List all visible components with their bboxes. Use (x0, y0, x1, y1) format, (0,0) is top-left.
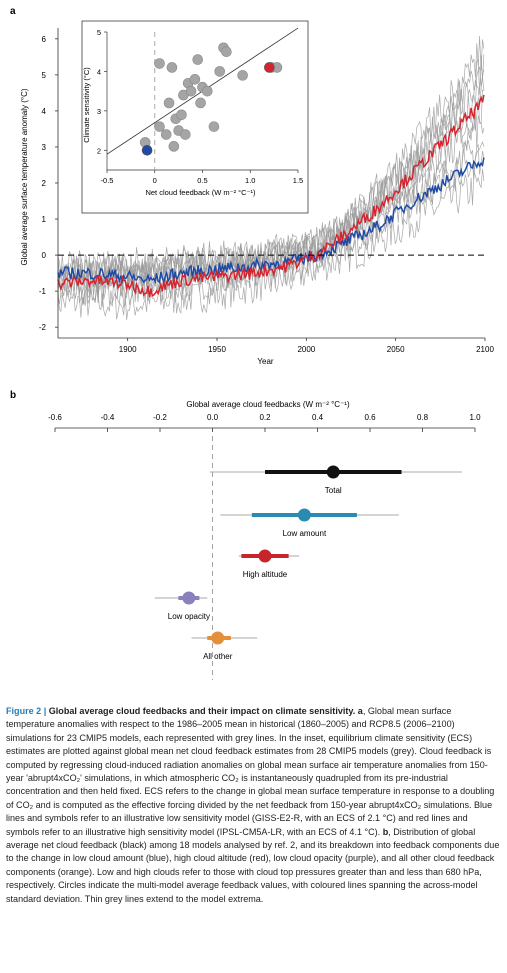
caption-panel-a-ref: a (357, 706, 363, 716)
model-line (57, 54, 485, 290)
mean-marker-1 (297, 508, 311, 522)
model-point (166, 62, 178, 73)
inset-y-tick-label: 2 (97, 146, 101, 155)
inset-x-tick-label: 0.5 (197, 176, 207, 185)
panel-a-label: a (10, 6, 16, 17)
category-label: Total (325, 486, 342, 495)
mean-marker-0 (326, 465, 340, 479)
y-axis-title: Global average surface temperature anoma… (20, 88, 29, 265)
mean-marker-3 (182, 591, 196, 605)
panel-b-tick-label: 0.0 (207, 413, 219, 422)
inset-x-tick-label: 1.5 (293, 176, 303, 185)
x-tick-label: 1950 (208, 345, 226, 354)
y-tick-label: 0 (42, 251, 47, 260)
highlight-point (141, 144, 153, 156)
y-tick-label: 1 (42, 215, 47, 224)
caption-figure-number: Figure 2 | (6, 706, 47, 716)
model-point (221, 46, 232, 58)
caption-panel-b-ref: b (382, 826, 389, 837)
model-point (237, 70, 248, 81)
model-point (180, 129, 191, 140)
model-point (214, 66, 225, 77)
inset-x-axis-title: Net cloud feedback (W m⁻² °C⁻¹) (145, 188, 256, 197)
model-line (57, 168, 485, 320)
caption-title: Global average cloud feedbacks and their… (46, 706, 358, 716)
panel-b-tick-label: 0.6 (364, 413, 376, 422)
panel-b-tick-label: 0.8 (417, 413, 429, 422)
y-tick-label: -2 (39, 323, 47, 332)
model-point (160, 129, 172, 140)
category-label: High altitude (243, 570, 288, 579)
caption-text-b: , Distribution of global average net clo… (6, 826, 500, 904)
y-tick-label: 6 (42, 35, 47, 44)
caption-text-a: , Global mean surface temperature anomal… (6, 706, 495, 837)
inset-x-tick-label: 1.0 (245, 176, 255, 185)
category-label: Low amount (283, 529, 327, 538)
model-point (176, 109, 187, 121)
high-sensitivity-series (57, 94, 485, 298)
panel-b-label: b (10, 390, 16, 401)
x-axis-title: Year (257, 357, 274, 366)
inset-x-tick-label: 0 (153, 176, 157, 185)
mean-marker-4 (211, 631, 225, 645)
inset-y-axis-title: Climate sensitivity (°C) (82, 67, 91, 143)
mean-marker-2 (258, 549, 272, 563)
low-sensitivity-series (57, 157, 485, 285)
model-point (185, 85, 197, 97)
model-point (189, 74, 201, 85)
y-tick-label: 4 (42, 107, 47, 116)
panel-b-chart: Global average cloud feedbacks (W m⁻² °C… (48, 400, 481, 680)
category-label: Low opacity (168, 612, 210, 621)
panel-b-title: Global average cloud feedbacks (W m⁻² °C… (186, 400, 350, 409)
y-tick-label: 5 (42, 71, 47, 80)
inset-frame (81, 20, 309, 214)
inset-y-tick-label: 3 (97, 107, 101, 116)
model-point (195, 97, 206, 109)
category-label: All other (203, 652, 233, 661)
figure-canvas: a -2 -1 0 1 2 3 4 5 6 1900 1950 2000 2050 2100 Year Glo… (10, 6, 494, 680)
panel-b-tick-label: 0.4 (312, 413, 324, 422)
x-tick-label: 2000 (297, 345, 315, 354)
inset-y-tick-label: 4 (97, 67, 101, 76)
panel-b-tick-label: -0.6 (48, 413, 62, 422)
model-line (57, 140, 485, 308)
x-tick-label: 2050 (387, 345, 405, 354)
y-tick-label: -1 (39, 287, 47, 296)
model-point (208, 121, 220, 132)
panel-b-tick-label: 1.0 (469, 413, 481, 422)
model-point (154, 121, 165, 132)
inset-y-tick-label: 5 (97, 28, 101, 37)
panel-b-tick-label: -0.4 (101, 413, 115, 422)
figure-caption: Figure 2 | Global average cloud feedback… (6, 705, 501, 906)
panel-a-chart: -2 -1 0 1 2 3 4 5 6 1900 1950 2000 2050 2100 Year Globa… (20, 20, 494, 366)
inset-x-tick-label: -0.5 (101, 176, 114, 185)
x-tick-label: 1900 (119, 345, 137, 354)
highlight-point (264, 62, 275, 73)
panel-b-tick-label: -0.2 (153, 413, 167, 422)
panel-b-tick-label: 0.2 (259, 413, 271, 422)
model-point (168, 141, 180, 152)
model-point (201, 85, 213, 97)
model-point (154, 58, 165, 69)
inset-scatter: -0.5 0 0.5 1.0 1.5 2 3 4 5 Net cloud feedback (W … (82, 27, 303, 197)
x-tick-label: 2100 (476, 345, 494, 354)
y-tick-label: 2 (42, 179, 47, 188)
model-point (163, 97, 175, 109)
model-point (192, 54, 204, 65)
y-tick-label: 3 (42, 143, 47, 152)
